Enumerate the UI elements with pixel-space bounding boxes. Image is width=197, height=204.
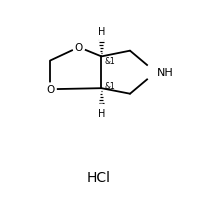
- Circle shape: [97, 32, 106, 41]
- Circle shape: [97, 105, 106, 114]
- Text: NH: NH: [157, 68, 173, 78]
- Text: O: O: [46, 85, 54, 95]
- Circle shape: [73, 42, 85, 54]
- Text: HCl: HCl: [86, 171, 111, 184]
- Circle shape: [146, 63, 165, 83]
- Text: H: H: [98, 27, 105, 37]
- Circle shape: [44, 84, 56, 96]
- Text: &1: &1: [104, 56, 115, 65]
- Text: &1: &1: [104, 82, 115, 91]
- Text: O: O: [75, 43, 83, 53]
- Text: H: H: [98, 109, 105, 119]
